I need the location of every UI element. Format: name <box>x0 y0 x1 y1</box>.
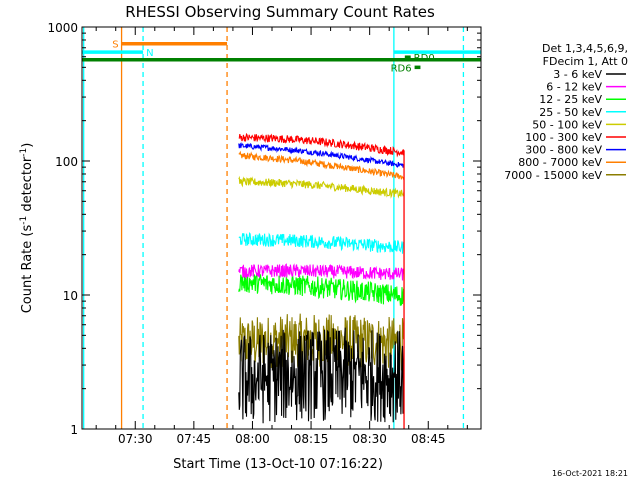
y-label-part: ) <box>20 143 35 148</box>
plot-text: RHESSI Observing Summary Count Rates Sta… <box>125 3 628 478</box>
plot-title: RHESSI Observing Summary Count Rates <box>125 3 435 21</box>
axes: 07:30 07:45 08:00 08:15 08:30 08:45 1 10 100 1000… <box>19 21 482 446</box>
legend: Det 1,3,4,5,6,9,FDecim 1, Att 03 - 6 keV… <box>504 42 628 182</box>
series-100-300-keV <box>238 132 405 158</box>
series-3-6-keV <box>238 327 405 424</box>
y-label-part: detector <box>20 156 35 216</box>
series-25-50-keV <box>238 231 405 254</box>
legend-label: 100 - 300 keV <box>525 131 602 144</box>
legend-label: 300 - 800 keV <box>525 144 602 157</box>
series-300-800-keV <box>238 142 405 168</box>
x-axis-label: Start Time (13-Oct-10 07:16:22) <box>173 457 383 472</box>
x-tick-label: 07:30 <box>118 432 153 446</box>
legend-label: 25 - 50 keV <box>539 106 602 119</box>
x-tick-label: 08:00 <box>235 432 270 446</box>
status-label-n: N <box>146 48 153 59</box>
series-6-12-keV <box>238 263 405 281</box>
legend-label: 12 - 25 keV <box>539 93 602 106</box>
x-tick-label: 08:45 <box>411 432 446 446</box>
legend-label: 7000 - 15000 keV <box>504 169 602 182</box>
legend-header: FDecim 1, Att 0 <box>543 55 628 68</box>
legend-label: 6 - 12 keV <box>546 81 602 94</box>
y-tick-label: 1000 <box>47 21 78 35</box>
series-800-7000-keV <box>238 150 405 181</box>
x-tick-label: 08:15 <box>294 432 329 446</box>
status-label-rd6: RD6 <box>391 63 412 74</box>
x-tick-label: 07:45 <box>177 432 212 446</box>
legend-header: Det 1,3,4,5,6,9, <box>542 42 628 55</box>
vertical-markers <box>83 27 465 429</box>
x-tick-label: 08:30 <box>352 432 387 446</box>
y-tick-label: 10 <box>63 289 78 303</box>
legend-label: 3 - 6 keV <box>553 68 602 81</box>
series-12-25-keV <box>238 271 405 306</box>
legend-label: 50 - 100 keV <box>532 118 602 131</box>
data-series <box>238 132 405 429</box>
legend-label: 800 - 7000 keV <box>518 156 602 169</box>
y-tick-label: 100 <box>55 155 78 169</box>
plot-frame <box>81 26 482 430</box>
y-label-superscript: -1 <box>19 216 29 225</box>
y-label-superscript: -1 <box>19 148 29 157</box>
status-label-rd0: RD0 <box>414 53 435 64</box>
status-label-s: S <box>112 40 118 51</box>
y-label-part: Count Rate (s <box>20 225 35 314</box>
footer-timestamp: 16-Oct-2021 18:21 <box>552 469 628 478</box>
y-tick-label: 1 <box>70 423 78 437</box>
series-50-100-keV <box>238 175 405 199</box>
y-axis-label: Count Rate (s-1 detector-1) <box>19 143 35 314</box>
